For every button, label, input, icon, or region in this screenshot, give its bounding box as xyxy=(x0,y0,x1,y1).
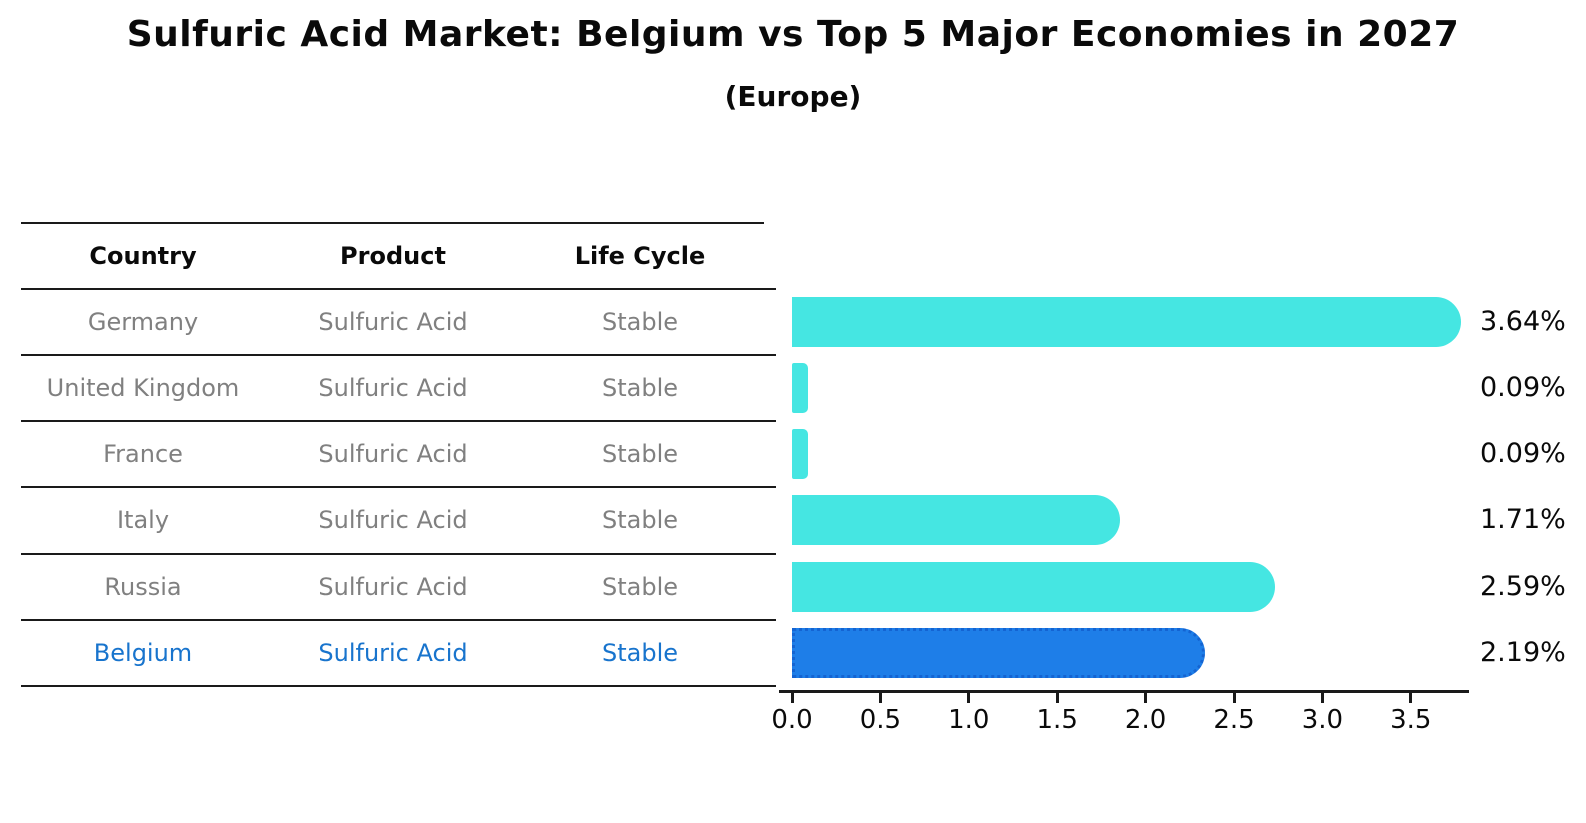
table-header-lifecycle: Life Cycle xyxy=(574,242,706,270)
chart-title: Sulfuric Acid Market: Belgium vs Top 5 M… xyxy=(126,14,1460,55)
cell-product: Sulfuric Acid xyxy=(318,308,468,336)
y-tick-mark xyxy=(756,619,776,621)
y-tick-mark xyxy=(756,420,776,422)
table-rule xyxy=(21,685,764,687)
bar-france xyxy=(792,429,808,479)
x-tick-mark xyxy=(1320,693,1324,703)
table-rule xyxy=(21,553,764,555)
chart-subtitle: (Europe) xyxy=(724,80,862,113)
cell-product: Sulfuric Acid xyxy=(318,506,468,534)
x-tick-mark xyxy=(967,693,971,703)
y-tick-mark xyxy=(756,486,776,488)
x-axis-spine xyxy=(779,690,1469,693)
x-tick-label: 2.0 xyxy=(1124,705,1167,735)
value-label: 2.59% xyxy=(1480,571,1566,602)
cell-lifecycle: Stable xyxy=(601,440,679,468)
table-rule xyxy=(21,288,764,290)
x-tick-mark xyxy=(1232,693,1236,703)
cell-product: Sulfuric Acid xyxy=(318,573,468,601)
x-tick-mark xyxy=(790,693,794,703)
table-rule xyxy=(21,420,764,422)
cell-country: Italy xyxy=(116,506,170,534)
y-tick-mark xyxy=(756,288,776,290)
cell-lifecycle: Stable xyxy=(601,506,679,534)
table-rule xyxy=(21,222,764,224)
x-tick-mark xyxy=(1144,693,1148,703)
bar-belgium-highlight xyxy=(792,628,1205,678)
table-rule xyxy=(21,354,764,356)
cell-lifecycle: Stable xyxy=(601,374,679,402)
bar-germany xyxy=(792,297,1462,347)
cell-product: Sulfuric Acid xyxy=(318,639,468,667)
cell-country: Belgium xyxy=(93,639,193,667)
table-header-country: Country xyxy=(89,242,197,270)
value-label: 1.71% xyxy=(1480,504,1566,535)
y-tick-mark xyxy=(756,354,776,356)
x-tick-label: 3.0 xyxy=(1301,705,1344,735)
cell-lifecycle: Stable xyxy=(601,573,679,601)
x-tick-label: 1.5 xyxy=(1036,705,1078,735)
y-tick-mark xyxy=(756,553,776,555)
cell-product: Sulfuric Acid xyxy=(318,374,468,402)
y-tick-mark xyxy=(756,685,776,687)
x-tick-mark xyxy=(878,693,882,703)
bar-russia xyxy=(792,562,1276,612)
cell-country: Germany xyxy=(87,308,199,336)
x-tick-label: 3.5 xyxy=(1390,705,1432,735)
cell-country: Russia xyxy=(104,573,182,601)
cell-lifecycle: Stable xyxy=(601,308,679,336)
x-tick-label: 1.0 xyxy=(948,705,990,735)
cell-product: Sulfuric Acid xyxy=(318,440,468,468)
bar-united-kingdom xyxy=(792,363,808,413)
x-tick-label: 0.5 xyxy=(859,705,902,735)
value-label: 2.19% xyxy=(1480,637,1566,668)
table-rule xyxy=(21,486,764,488)
x-tick-mark xyxy=(1409,693,1413,703)
value-label: 0.09% xyxy=(1480,438,1566,469)
x-tick-label: 0.0 xyxy=(771,705,813,735)
table-header-product: Product xyxy=(340,242,446,270)
x-tick-label: 2.5 xyxy=(1213,705,1255,735)
value-label: 0.09% xyxy=(1480,372,1566,403)
bar-italy xyxy=(792,495,1120,545)
cell-country: France xyxy=(103,440,183,468)
x-tick-mark xyxy=(1055,693,1059,703)
value-label: 3.64% xyxy=(1480,306,1566,337)
table-rule xyxy=(21,619,764,621)
cell-country: United Kingdom xyxy=(46,374,240,402)
cell-lifecycle: Stable xyxy=(601,639,679,667)
